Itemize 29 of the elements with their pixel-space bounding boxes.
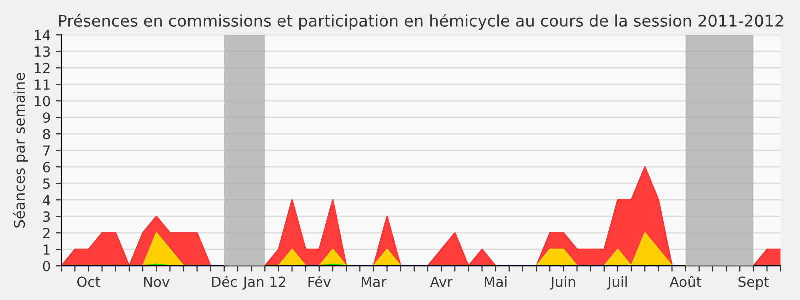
- y-tick-label: 13: [35, 46, 50, 58]
- y-tick-label: 12: [35, 63, 50, 74]
- y-tick-label: 10: [35, 96, 50, 107]
- x-tick-label: Août: [670, 276, 702, 288]
- y-tick-label: 14: [35, 30, 50, 40]
- y-tick-label: 5: [43, 178, 50, 190]
- y-tick-label: 9: [43, 112, 50, 124]
- y-tick-label: 8: [43, 129, 50, 140]
- y-tick-label: 7: [43, 146, 50, 156]
- x-tick-label: Mai: [485, 276, 507, 288]
- y-tick-label: 3: [43, 212, 50, 222]
- x-tick-label: Juin: [550, 276, 576, 290]
- x-tick-label: Oct: [78, 276, 100, 288]
- y-tick-label: 11: [35, 80, 50, 90]
- y-axis-title: Séances par semaine: [13, 73, 28, 228]
- x-tick-label: Mar: [362, 276, 387, 288]
- y-tick-label: 0: [43, 261, 50, 272]
- x-tick-label: Sept: [738, 276, 770, 290]
- x-tick-label: Jan 12: [242, 276, 286, 290]
- x-tick-label: Nov: [144, 276, 170, 288]
- y-tick-label: 4: [43, 195, 50, 206]
- y-tick-label: 6: [43, 162, 50, 173]
- x-tick-label: Avr: [430, 276, 453, 288]
- x-tick-label: Juil: [606, 276, 627, 290]
- y-tick-label: 2: [43, 228, 50, 238]
- x-tick-label: Déc: [212, 276, 238, 288]
- x-tick-label: Fév: [308, 276, 332, 288]
- y-tick-label: 1: [44, 244, 50, 255]
- chart-title: Présences en commissions et participation en hémicycle au cours de la session 2011-2012: [59, 14, 784, 30]
